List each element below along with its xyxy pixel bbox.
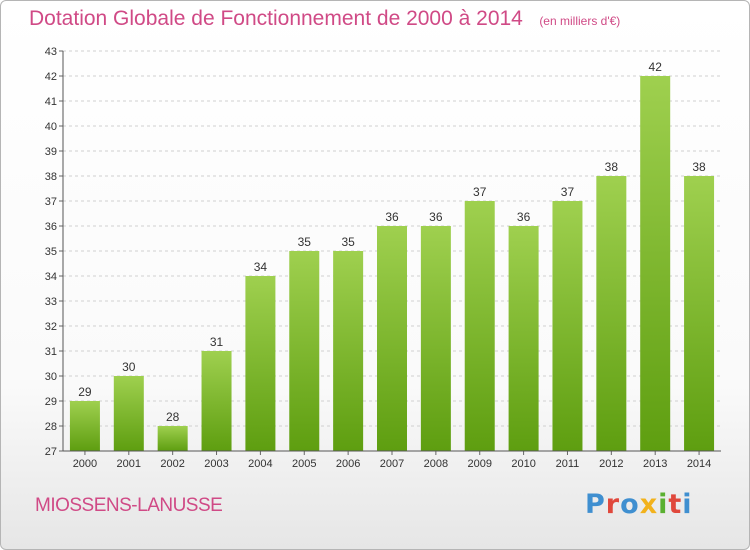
data-label-2010: 36 [517, 210, 531, 224]
data-labels: 29 30 28 31 34 35 35 36 36 37 36 37 38 42 38 [78, 60, 706, 424]
x-tick-label-2004: 2004 [248, 458, 272, 470]
logo-letter: P [585, 489, 606, 520]
data-label-2004: 34 [254, 260, 268, 274]
y-tick-label: 42 [45, 71, 57, 83]
proxiti-logo[interactable]: Proxiti [585, 489, 693, 520]
data-label-2011: 37 [561, 185, 575, 199]
y-tick-label: 29 [45, 396, 57, 408]
x-tick-label-2013: 2013 [643, 458, 667, 470]
data-label-2009: 37 [473, 185, 487, 199]
bar-2008 [420, 226, 451, 451]
x-tick-label-2011: 2011 [556, 458, 580, 470]
x-tick-label-2010: 2010 [511, 458, 535, 470]
y-tick-label: 39 [45, 146, 57, 158]
data-label-2012: 38 [605, 160, 619, 174]
x-tick-label-2008: 2008 [424, 458, 448, 470]
bar-2011 [552, 201, 583, 451]
logo-letter: x [639, 489, 659, 520]
logo-letter: i [682, 489, 693, 520]
x-tick-label-2014: 2014 [687, 458, 711, 470]
x-tick-label-2000: 2000 [73, 458, 97, 470]
data-label-2014: 38 [692, 160, 706, 174]
chart-title: Dotation Globale de Fonctionnement de 20… [29, 7, 523, 30]
y-tick-label: 27 [45, 446, 57, 458]
bar-2000 [69, 401, 100, 451]
bar-2002 [157, 426, 188, 451]
x-tick-label-2007: 2007 [380, 458, 404, 470]
y-tick-label: 34 [45, 271, 57, 283]
x-tick-label-2006: 2006 [336, 458, 360, 470]
logo-letter: o [620, 489, 640, 520]
data-label-2002: 28 [166, 410, 180, 424]
bar-2013 [640, 76, 671, 451]
y-axis-ticks: 27 28 29 30 31 32 33 34 35 36 37 38 39 40 41 42 43 [45, 46, 63, 458]
bar-2010 [508, 226, 539, 451]
data-label-2013: 42 [649, 60, 663, 74]
axes [62, 51, 721, 452]
bar-2005 [289, 251, 320, 451]
y-tick-label: 28 [45, 421, 57, 433]
data-label-2008: 36 [429, 210, 443, 224]
bar-2004 [245, 276, 276, 451]
commune-name: MIOSSENS-LANUSSE [35, 495, 223, 516]
y-tick-label: 36 [45, 221, 57, 233]
x-tick-label-2005: 2005 [292, 458, 316, 470]
title-row: Dotation Globale de Fonctionnement de 20… [29, 7, 620, 31]
x-tick-label-2009: 2009 [467, 458, 491, 470]
data-label-2003: 31 [210, 335, 224, 349]
y-tick-label: 43 [45, 46, 57, 58]
y-tick-label: 35 [45, 246, 57, 258]
bar-2012 [596, 176, 627, 451]
y-tick-label: 31 [45, 346, 57, 358]
data-label-2007: 36 [385, 210, 399, 224]
bars [69, 76, 715, 451]
bar-2006 [333, 251, 364, 451]
chart-subtitle: (en milliers d'€) [539, 14, 621, 28]
bar-2009 [464, 201, 495, 451]
x-tick-label-2012: 2012 [599, 458, 623, 470]
data-label-2005: 35 [298, 235, 312, 249]
bar-2007 [377, 226, 407, 451]
y-tick-label: 33 [45, 296, 57, 308]
y-tick-label: 38 [45, 171, 57, 183]
x-tick-label-2003: 2003 [204, 458, 228, 470]
x-tick-label-2002: 2002 [160, 458, 184, 470]
bar-2003 [201, 351, 232, 451]
bar-2001 [113, 376, 144, 451]
x-axis-ticks: 2000 2001 2002 2003 2004 2005 2006 2007 2008 2009… [73, 451, 711, 470]
data-label-2006: 35 [341, 235, 355, 249]
y-tick-label: 37 [45, 196, 57, 208]
bar-2014 [684, 176, 715, 451]
y-tick-label: 32 [45, 321, 57, 333]
y-tick-label: 41 [45, 96, 57, 108]
y-tick-label: 40 [45, 121, 57, 133]
logo-letter: r [605, 489, 621, 520]
data-label-2000: 29 [78, 385, 92, 399]
y-tick-label: 30 [45, 371, 57, 383]
data-label-2001: 30 [122, 360, 136, 374]
logo-letter: t [668, 489, 683, 520]
x-tick-label-2001: 2001 [117, 458, 141, 470]
logo-letter: i [658, 489, 669, 520]
